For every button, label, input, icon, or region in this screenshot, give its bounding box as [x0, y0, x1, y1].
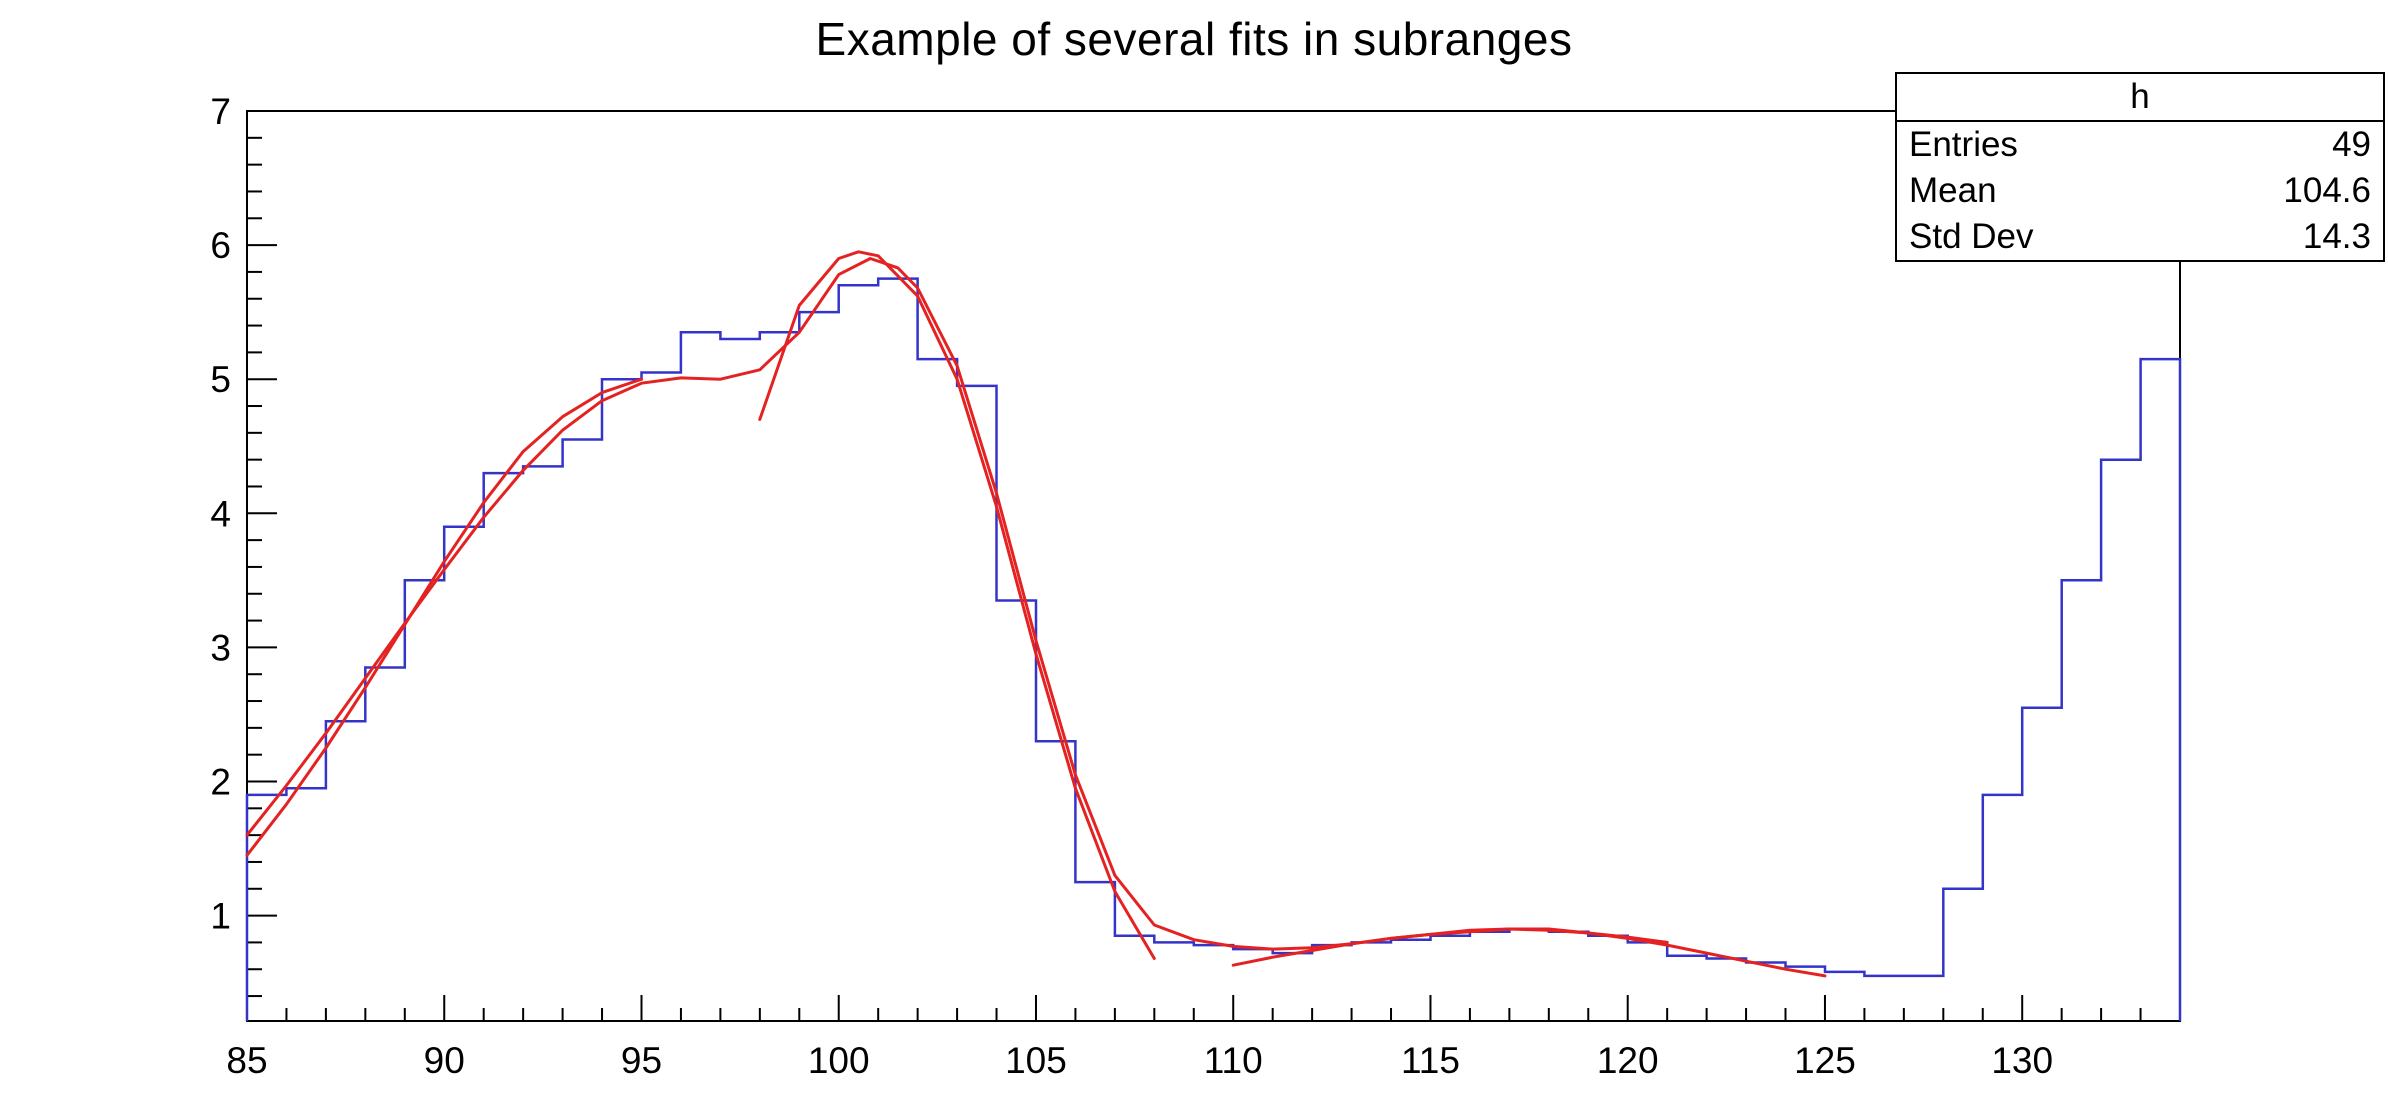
- stats-label-entries: Entries: [1909, 125, 2018, 164]
- stats-box: h Entries 49 Mean 104.6 Std Dev 14.3: [1895, 72, 2385, 262]
- y-tick-label: 7: [210, 91, 231, 132]
- x-tick-label: 115: [1401, 1040, 1460, 1081]
- fit-curve-g2-subrange-98-108: [758, 250, 1156, 960]
- stats-row: Entries 49: [1897, 122, 2383, 168]
- x-tick-label: 100: [808, 1040, 870, 1081]
- stats-value-stddev: 14.3: [2302, 217, 2371, 256]
- x-axis: 85 90 95 100 105 110 115 120 125 130: [226, 995, 2181, 1081]
- plot-frame: [246, 110, 2181, 1022]
- histogram-line: [245, 277, 2182, 1021]
- y-tick-label: 6: [210, 225, 231, 266]
- y-tick-label: 4: [210, 493, 231, 534]
- stats-value-entries: 49: [2332, 125, 2371, 164]
- stats-label-stddev: Std Dev: [1909, 217, 2034, 256]
- x-tick-label: 85: [226, 1040, 267, 1081]
- x-tick-label: 125: [1794, 1040, 1856, 1081]
- y-tick-label: 5: [210, 359, 231, 400]
- x-tick-label: 90: [424, 1040, 465, 1081]
- stats-row: Std Dev 14.3: [1897, 214, 2383, 260]
- x-tick-label: 110: [1204, 1040, 1263, 1081]
- x-tick-label: 95: [621, 1040, 662, 1081]
- y-axis: 1 2 3 4 5 6 7: [210, 91, 277, 998]
- chart-title: Example of several fits in subranges: [815, 13, 1573, 65]
- y-tick-label: 1: [210, 896, 231, 937]
- fit-curve-g1-subrange-85-95: [245, 377, 643, 857]
- stats-header: h: [1897, 74, 2383, 122]
- stats-value-mean: 104.6: [2283, 171, 2371, 210]
- x-tick-label: 120: [1597, 1040, 1659, 1081]
- x-tick-label: 130: [1991, 1040, 2053, 1081]
- x-tick-label: 105: [1005, 1040, 1067, 1081]
- y-tick-label: 2: [210, 761, 231, 802]
- fit-curve-total-subrange-85-125: [245, 257, 1827, 978]
- stats-label-mean: Mean: [1909, 171, 1997, 210]
- stats-row: Mean 104.6: [1897, 168, 2383, 214]
- y-tick-label: 3: [210, 627, 231, 668]
